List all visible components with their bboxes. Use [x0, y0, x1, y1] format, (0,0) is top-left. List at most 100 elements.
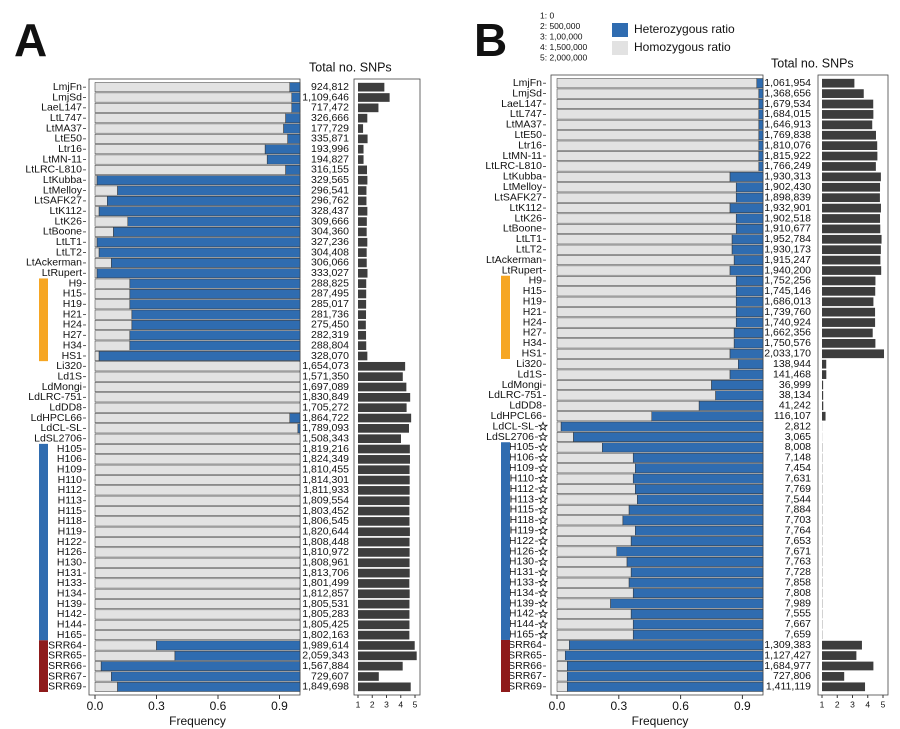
ratio-bar: [129, 340, 301, 351]
row-label: H142: [57, 608, 82, 620]
snp-tick-label: 3: [384, 699, 389, 709]
ratio-bar: [651, 411, 764, 422]
ratio-bar: [556, 286, 737, 297]
row-label: Li320: [516, 358, 542, 370]
row-label: LdCL-SL: [493, 420, 535, 432]
row-label: LdMongi: [42, 381, 82, 393]
ratio-bar: [556, 328, 735, 338]
ratio-bar: [556, 130, 760, 141]
ratio-bar: [758, 161, 764, 172]
star-marker: [537, 463, 549, 473]
ratio-bar: [556, 400, 700, 411]
snp-label: 36,999: [779, 379, 811, 391]
ratio-bar: [283, 123, 301, 134]
ratio-bar: [556, 390, 716, 401]
row-label: H106: [509, 452, 534, 464]
snp-bar: [358, 134, 368, 144]
ratio-bar: [94, 216, 129, 227]
row-label: LdDD8: [509, 400, 542, 412]
legend-swatch: [612, 23, 628, 37]
row-label: H105: [509, 441, 534, 453]
snp-bar: [358, 382, 407, 392]
row-label: LtE50: [515, 129, 543, 141]
ratio-bar: [556, 203, 731, 214]
row-label: H15: [523, 285, 542, 297]
ratio-bar: [94, 102, 293, 113]
x-tick-label: 0.9: [734, 699, 751, 713]
ratio-bar: [556, 213, 737, 224]
ratio-bar: [297, 423, 301, 434]
ratio-bar: [556, 588, 634, 599]
ratio-bar: [556, 556, 628, 567]
row-label: LtK112: [50, 205, 83, 217]
ratio-bar: [94, 464, 301, 475]
snp-bar: [358, 558, 410, 568]
row-label: LtAckerman: [26, 257, 82, 269]
snp-label: 1,915,247: [764, 254, 811, 266]
snp-bar: [358, 579, 410, 588]
snp-label: 1,814,301: [302, 474, 349, 486]
ratio-bar: [94, 133, 288, 144]
snp-label: 1,812,857: [302, 588, 349, 600]
row-label: SRR67: [48, 670, 82, 682]
x-axis-label: Frequency: [169, 714, 226, 728]
star-marker: [537, 567, 549, 577]
ratio-bar: [556, 140, 760, 151]
ratio-bar: [94, 278, 131, 289]
snp-bar: [822, 214, 881, 223]
ratio-bar: [94, 164, 286, 175]
ratio-bar: [556, 359, 739, 370]
star-marker: [537, 442, 549, 452]
ratio-bar: [556, 432, 574, 442]
star-marker: [537, 619, 549, 629]
snp-label: 7,454: [785, 462, 811, 474]
star-marker: [537, 556, 549, 567]
group-bar: [501, 639, 510, 692]
star-marker: [537, 587, 549, 598]
ratio-bar: [556, 515, 624, 526]
ratio-bar: [129, 278, 301, 289]
ratio-bar: [729, 265, 764, 276]
star-marker: [537, 494, 549, 504]
snp-bar: [358, 475, 410, 485]
row-label: LdSL2706: [486, 431, 534, 443]
row-label: LtLT1: [56, 236, 82, 248]
snp-bar: [822, 110, 874, 119]
ratio-bar: [556, 99, 760, 109]
ratio-bar: [573, 432, 764, 442]
ratio-bar: [556, 567, 632, 578]
snp-bar: [358, 165, 368, 175]
snp-label: 329,565: [311, 174, 349, 186]
ratio-bar: [556, 265, 731, 276]
snp-label: 7,671: [785, 545, 811, 557]
row-label: HS1: [522, 348, 543, 360]
ratio-bar: [94, 392, 301, 403]
scale-note: 4: 1,500,000: [540, 42, 588, 52]
row-label: H139: [509, 597, 534, 609]
ratio-bar: [602, 442, 764, 453]
ratio-bar: [266, 154, 301, 165]
ratio-bar: [94, 588, 301, 599]
ratio-bar: [556, 307, 737, 318]
snp-bar: [822, 193, 880, 203]
ratio-bar: [622, 515, 764, 526]
ratio-bar: [94, 661, 102, 672]
row-label: LtKubba: [503, 171, 542, 183]
ratio-bar: [556, 473, 634, 484]
ratio-bar: [731, 244, 764, 255]
snp-bar: [358, 620, 410, 630]
ratio-bar: [715, 390, 764, 401]
row-label: H27: [523, 327, 542, 339]
row-label: H106: [57, 453, 82, 465]
ratio-bar: [556, 317, 737, 328]
snp-label: 1,662,356: [764, 327, 811, 339]
row-label: H109: [57, 463, 82, 475]
snp-bar: [358, 651, 417, 661]
star-marker: [537, 546, 549, 556]
snp-label: 193,996: [311, 143, 349, 155]
group-bar: [501, 275, 510, 359]
snp-label: 1,805,283: [302, 608, 349, 620]
snp-label: 7,544: [785, 493, 811, 505]
snp-label: 287,495: [311, 288, 349, 300]
ratio-bar: [94, 175, 98, 186]
